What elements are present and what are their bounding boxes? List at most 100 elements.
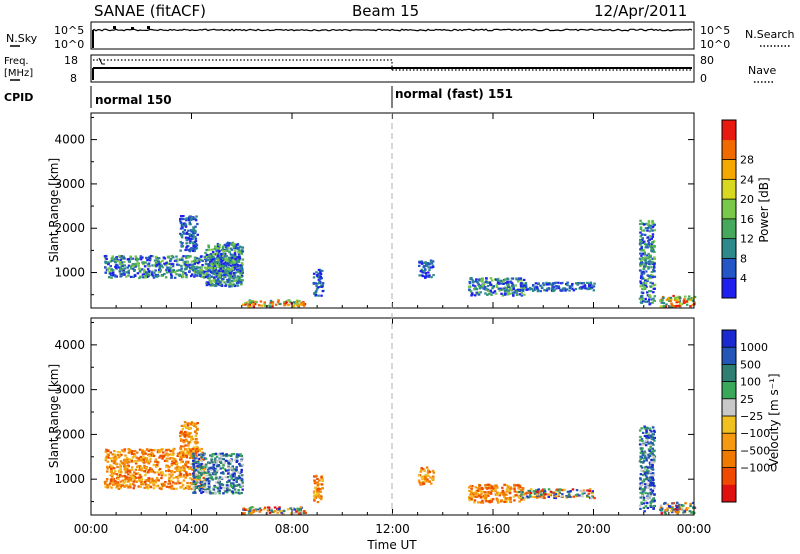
power-echo-cell [646,279,649,283]
velocity-echo-cell [130,451,133,454]
power-colorbar-swatch [722,238,736,259]
power-echo-cell [207,267,211,270]
velocity-echo-cell [529,491,532,495]
velocity-echo-cell [141,460,144,463]
velocity-echo-cell [666,507,669,510]
power-echo-cell [524,282,528,285]
velocity-echo-cell [175,468,178,471]
power-echo-cell [236,284,240,287]
power-echo-cell [222,257,225,260]
velocity-ytick-label: 4000 [54,338,85,352]
velocity-echo-cell [112,483,116,486]
nsky-tick-bottom: 10^0 [54,38,84,51]
velocity-echo-cell [112,460,115,463]
velocity-echo-cell [192,487,195,490]
power-echo-cell [688,295,691,298]
velocity-echo-cell [142,458,146,462]
velocity-echo-cell [248,507,252,510]
power-echo-cell [473,288,476,291]
velocity-echo-cell [649,450,653,453]
velocity-echo-cell [680,507,684,510]
velocity-echo-cell [510,487,513,490]
power-echo-cell [136,258,139,261]
velocity-echo-cell [651,476,654,479]
velocity-echo-cell [509,486,513,489]
power-echo-cell [237,268,241,271]
power-echo-cell [429,259,433,262]
power-echo-cell [572,289,576,292]
velocity-echo-cell [121,484,124,487]
velocity-echo-cell [484,493,487,496]
power-echo-cell [138,257,141,260]
power-echo-cell [240,246,243,249]
velocity-echo-cell [192,446,196,449]
velocity-echo-cell [563,488,566,492]
velocity-echo-cell [171,453,175,457]
velocity-echo-cell [224,490,227,493]
power-echo-cell [640,222,644,225]
power-echo-cell [161,266,164,269]
velocity-echo-cell [647,433,651,437]
velocity-echo-cell [185,438,188,441]
velocity-echo-cell [645,435,648,438]
power-echo-cell [522,284,526,287]
power-echo-cell [494,292,498,295]
velocity-echo-cell [643,487,647,490]
velocity-echo-cell [109,457,113,460]
power-echo-cell [215,249,218,252]
power-echo-cell [561,281,564,285]
power-echo-cell [651,257,654,260]
velocity-echo-cell [198,489,202,492]
power-echo-cell [421,270,425,273]
velocity-echo-cell [517,487,520,490]
power-echo-cell [194,238,198,241]
velocity-echo-cell [280,510,283,513]
velocity-echo-cell [688,510,692,513]
nsky-spike [113,26,116,29]
velocity-echo-cell [176,480,180,483]
power-echo-cell [206,255,209,258]
power-echo-cell [583,284,586,287]
power-echo-cell [115,275,118,278]
power-echo-cell [675,296,679,299]
velocity-colorbar-swatch [722,347,736,365]
velocity-echo-cell [154,458,158,461]
power-echo-cell [483,282,486,286]
velocity-echo-cell [647,496,650,499]
velocity-echo-cell [182,441,186,444]
power-echo-cell [188,241,192,245]
velocity-echo-cell [470,491,473,494]
power-echo-cell [171,270,174,273]
power-ylabel: Slant Range [km] [47,158,61,262]
power-echo-cell [106,269,110,272]
velocity-echo-cell [216,469,219,472]
power-echo-cell [226,266,229,269]
power-echo-cell [231,253,235,256]
power-echo-cell [236,265,240,268]
velocity-echo-cell [534,495,537,499]
velocity-echo-cell [481,487,484,491]
power-echo-cell [190,248,193,251]
power-echo-cell [640,233,644,236]
power-echo-cell [526,288,529,291]
velocity-echo-cell [316,483,320,487]
velocity-echo-cell [192,452,195,455]
velocity-echo-cell [231,469,235,472]
velocity-echo-cell [201,457,205,460]
velocity-echo-cell [198,471,201,474]
power-echo-cell [240,251,243,254]
velocity-echo-cell [106,449,110,453]
power-echo-cell [144,261,147,264]
velocity-echo-cell [107,454,110,457]
power-echo-cell [319,278,322,281]
velocity-echo-cell [224,476,227,479]
velocity-echo-cell [127,480,130,483]
velocity-echo-cell [686,507,690,510]
velocity-echo-cell [136,459,140,462]
velocity-echo-cell [418,481,421,484]
power-echo-cell [644,246,647,249]
power-echo-cell [235,261,238,264]
power-echo-cell [689,298,692,302]
velocity-echo-cell [188,473,192,476]
power-echo-cell [175,273,178,276]
